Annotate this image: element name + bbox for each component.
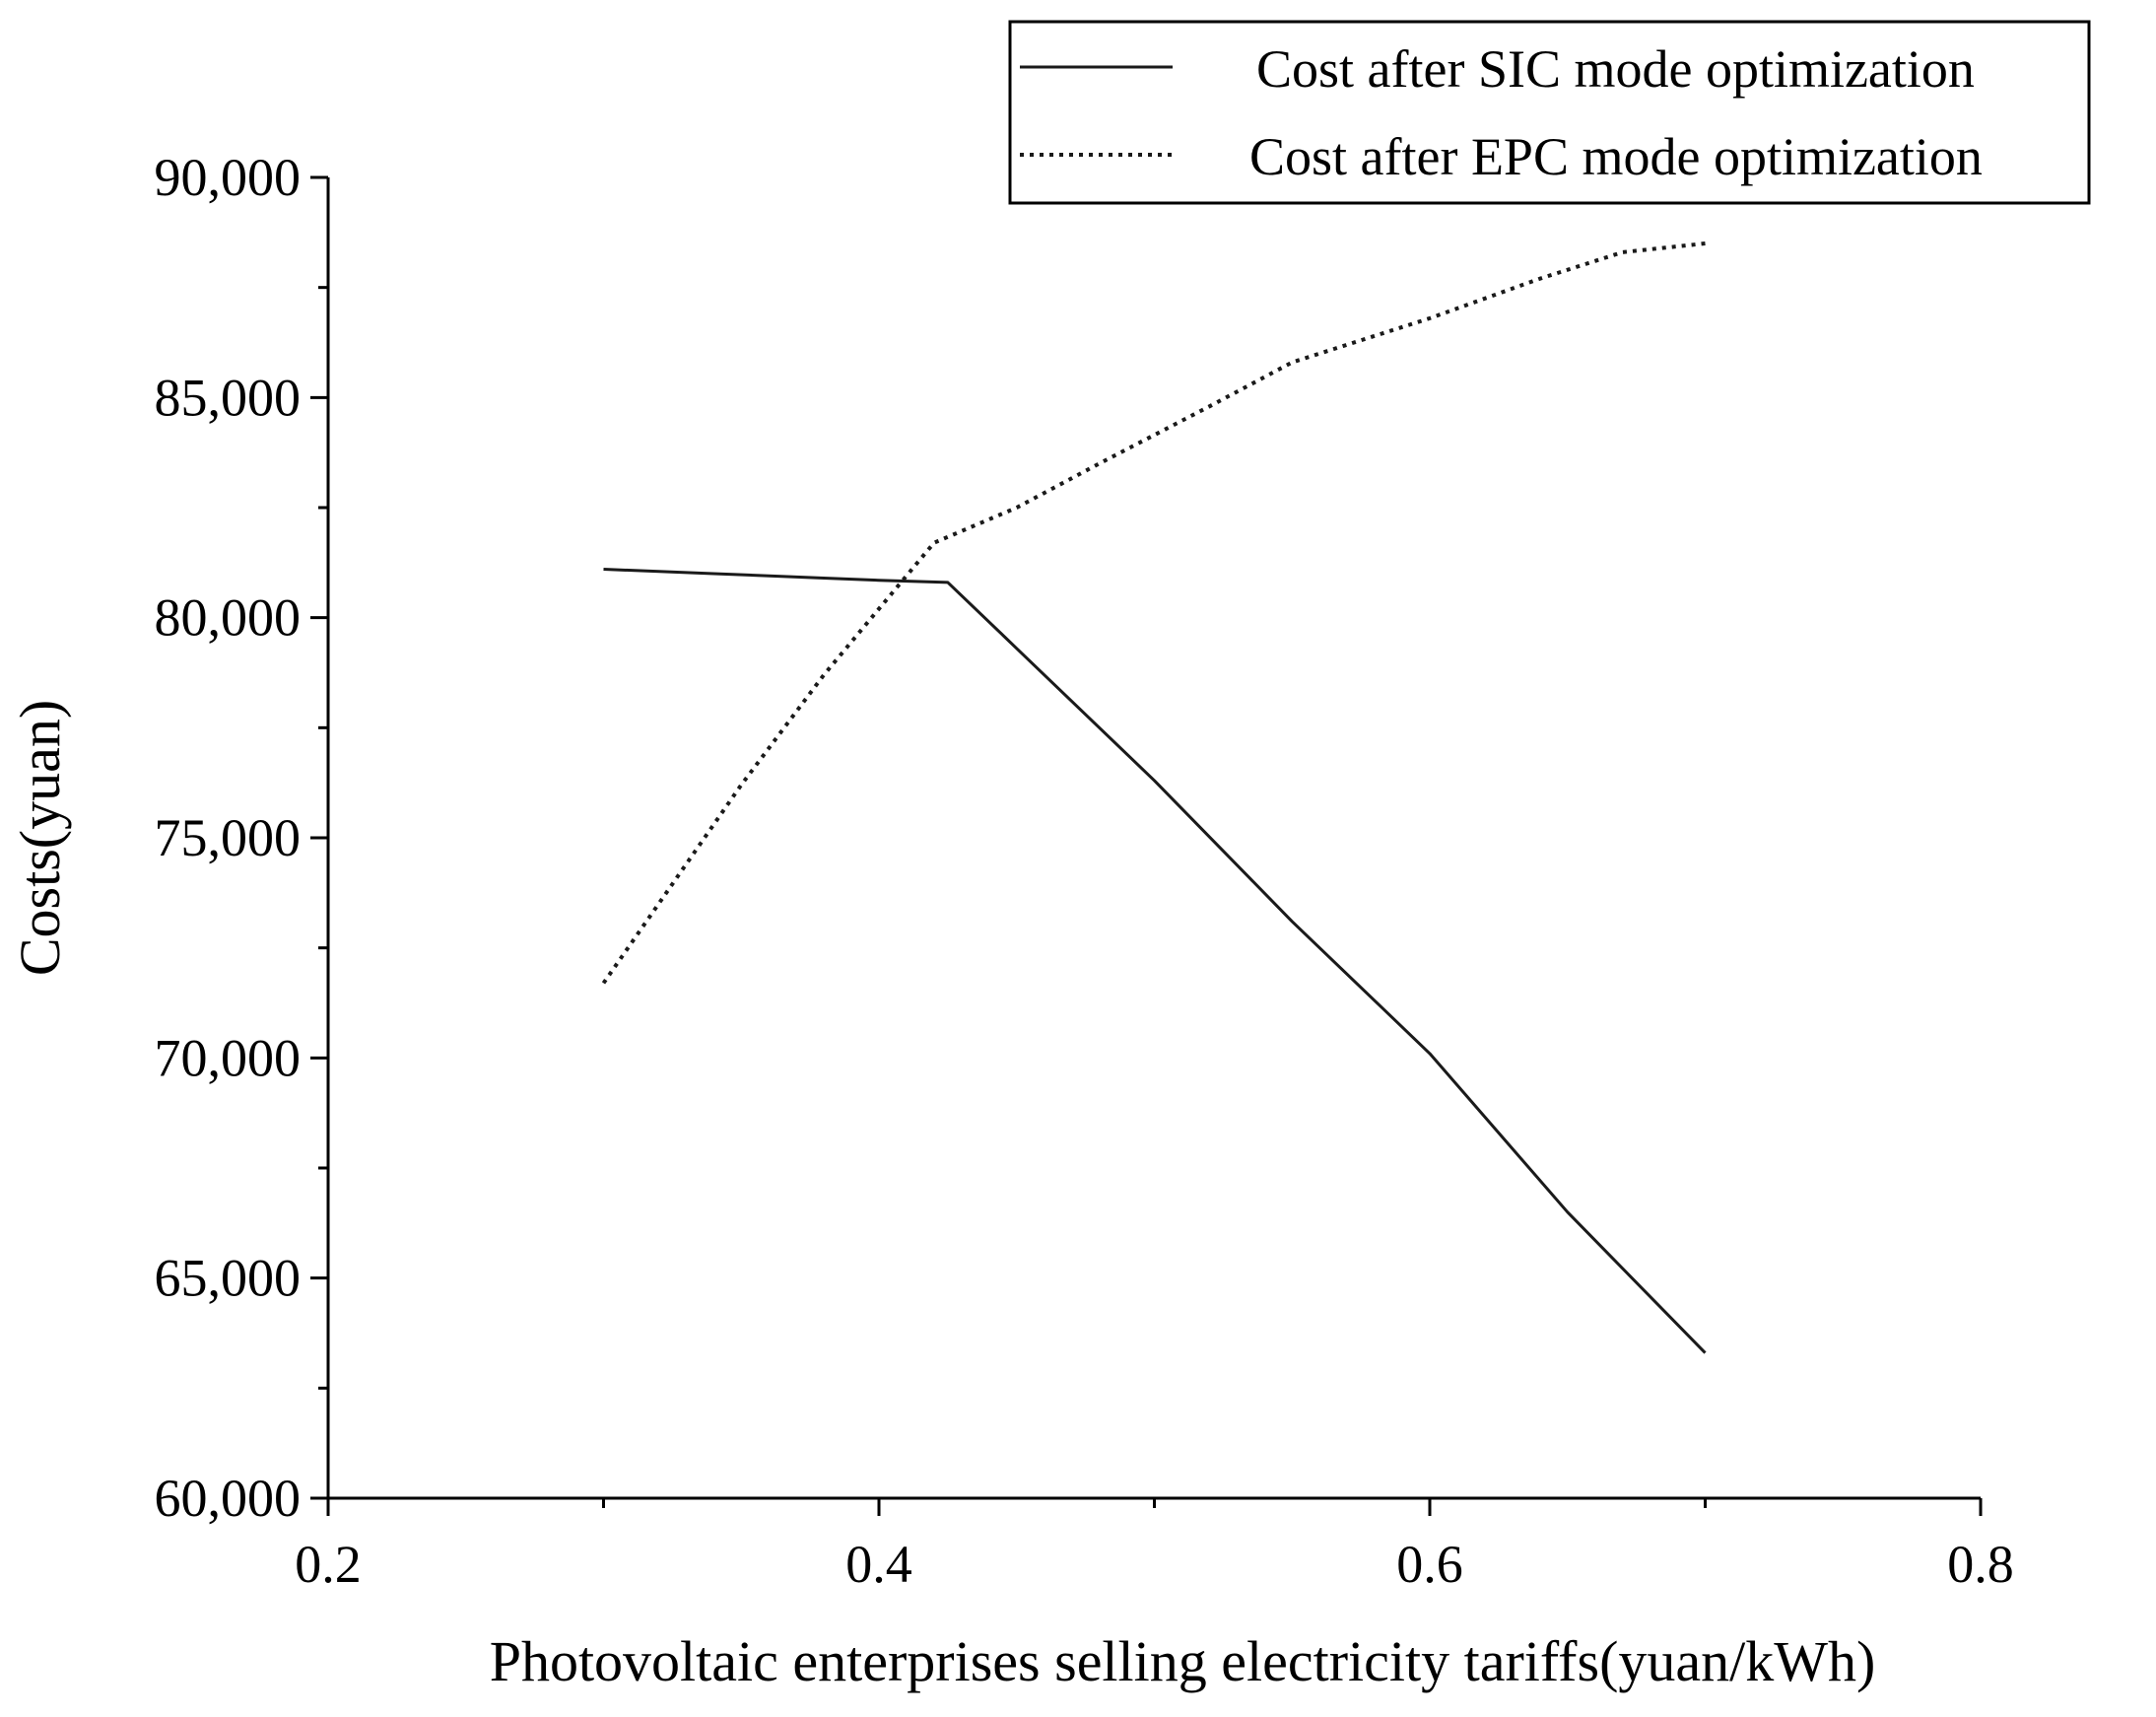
x-tick-label: 0.4 — [845, 1535, 912, 1594]
x-axis-title: Photovoltaic enterprises selling electri… — [490, 1629, 1876, 1693]
x-tick-label: 0.2 — [295, 1535, 362, 1594]
x-tick-label: 0.8 — [1947, 1535, 2014, 1594]
legend-label-sic: Cost after SIC mode optimization — [1256, 39, 1975, 99]
series-line-sic — [603, 568, 1707, 1354]
axes: 0.2 0.4 0.6 0.8 60,000 65,000 70,000 75,000 80,… — [155, 148, 2014, 1594]
y-tick-label: 75,000 — [155, 808, 302, 867]
y-tick-label: 90,000 — [155, 148, 302, 207]
legend: Cost after SIC mode optimization Cost af… — [1008, 20, 2091, 205]
y-tick-label: 70,000 — [155, 1028, 302, 1087]
series-layer — [601, 241, 1707, 1354]
series-line-epc — [601, 241, 1706, 985]
x-ticks: 0.2 0.4 0.6 0.8 — [295, 1498, 2014, 1594]
x-tick-label: 0.6 — [1396, 1535, 1463, 1594]
y-tick-label: 60,000 — [155, 1469, 302, 1528]
legend-label-epc: Cost after EPC mode optimization — [1249, 127, 1983, 186]
y-tick-label: 85,000 — [155, 368, 302, 427]
y-tick-label: 80,000 — [155, 588, 302, 648]
y-ticks: 60,000 65,000 70,000 75,000 80,000 85,000 90,0… — [155, 148, 328, 1528]
y-axis-title: Costs(yuan) — [8, 700, 72, 976]
y-tick-label: 65,000 — [155, 1249, 302, 1308]
legend-box — [1008, 20, 2091, 205]
